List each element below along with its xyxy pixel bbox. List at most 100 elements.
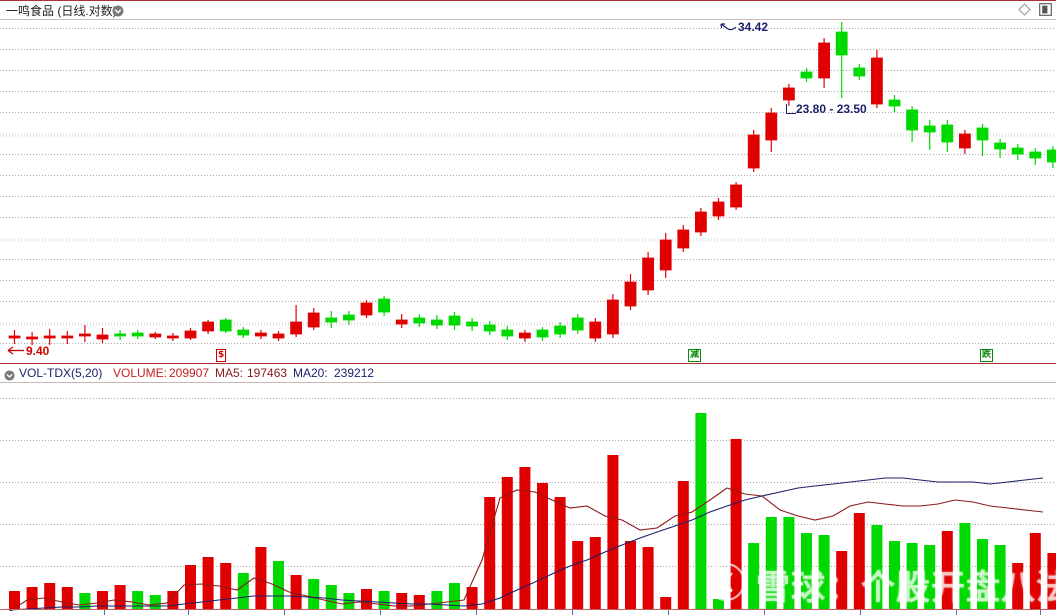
candlestick	[747, 130, 760, 172]
volume-bar	[924, 545, 936, 609]
circle-chevron-down-icon[interactable]	[112, 4, 124, 17]
volume-bar	[572, 541, 584, 609]
axis-tick	[104, 610, 105, 615]
candlestick	[888, 95, 901, 112]
gridline	[0, 175, 1056, 176]
panel-icon[interactable]	[1039, 3, 1052, 16]
candlestick	[254, 330, 267, 339]
candlestick	[536, 327, 549, 341]
volume-bar	[132, 591, 144, 609]
volume-bar	[589, 537, 601, 609]
axis-tick	[668, 610, 669, 615]
gridline	[0, 91, 1056, 92]
candlestick	[166, 333, 179, 341]
volume-value: 209907	[169, 366, 210, 380]
candlestick	[659, 233, 672, 278]
candlestick	[149, 332, 162, 339]
volume-bar	[853, 513, 865, 609]
volume-bar	[484, 497, 496, 609]
axis-tick	[764, 610, 765, 615]
candlestick	[1011, 144, 1024, 160]
volume-bar	[378, 591, 390, 609]
trade-marker[interactable]: 减	[688, 349, 702, 362]
candlestick	[959, 130, 971, 154]
candlestick	[272, 331, 285, 341]
axis-tick	[572, 610, 573, 615]
range-bracket-icon	[786, 104, 796, 114]
candlestick	[519, 330, 531, 342]
candlestick	[976, 124, 989, 156]
ma5-line	[9, 487, 1044, 611]
candlestick	[501, 326, 514, 340]
page-title: 一鸣食品 (日线.对数)	[6, 4, 117, 18]
gridline	[0, 398, 1056, 399]
candlestick	[607, 294, 619, 338]
candlestick	[941, 120, 954, 152]
candlestick	[430, 315, 443, 329]
volume-bar	[44, 583, 56, 609]
axis-tick	[476, 610, 477, 615]
candlestick	[219, 318, 232, 333]
volume-bar	[361, 589, 372, 609]
gridline	[0, 259, 1056, 260]
ma5-value: 197463	[247, 366, 288, 380]
candlestick	[1029, 148, 1042, 165]
candlestick	[378, 296, 391, 316]
pane-separator	[0, 363, 1056, 364]
candlestick	[395, 314, 408, 328]
volume-bar	[906, 543, 918, 609]
volume-bar	[889, 541, 900, 609]
volume-bar	[202, 557, 214, 609]
volume-bar	[149, 595, 161, 609]
trade-marker[interactable]: 跌	[980, 349, 994, 362]
volume-bar	[501, 477, 513, 609]
volume-bar	[554, 497, 566, 609]
candlestick	[466, 318, 479, 331]
volume-bar	[1029, 533, 1041, 609]
volume-bar	[607, 455, 619, 609]
circle-chevron-down-icon[interactable]	[4, 368, 15, 381]
volume-bar	[431, 591, 443, 609]
candlestick	[765, 108, 778, 152]
price-chart-pane[interactable]	[0, 18, 1056, 363]
volume-bar	[625, 541, 636, 609]
gridline	[0, 322, 1056, 326]
gridline	[0, 301, 1056, 302]
diamond-icon[interactable]	[1018, 3, 1031, 16]
volume-bar	[413, 595, 425, 609]
volume-bar	[343, 593, 355, 609]
indicator-name[interactable]: VOL-TDX(5,20)	[19, 366, 103, 380]
candlestick	[624, 274, 637, 310]
gridline	[0, 154, 1056, 155]
volume-chart-pane[interactable]	[0, 383, 1056, 611]
candlestick	[237, 327, 250, 338]
titlebar-right-icons	[1018, 3, 1052, 16]
volume-bar	[783, 517, 795, 609]
volume-ma-lines	[8, 477, 1044, 611]
candlestick	[43, 329, 56, 345]
volume-bar	[308, 579, 320, 609]
candlestick	[589, 318, 602, 342]
volume-bar	[1012, 563, 1024, 609]
gridline	[0, 196, 1056, 197]
volume-bar	[185, 565, 196, 609]
volume-series	[9, 413, 1056, 609]
gridline	[0, 112, 1056, 113]
volume-bar	[255, 547, 267, 609]
volume-bar	[836, 551, 848, 609]
volume-bar	[730, 439, 742, 609]
candlestick	[554, 322, 566, 338]
volume-bar	[79, 593, 91, 609]
gridline	[0, 217, 1056, 218]
candlestick	[677, 225, 690, 252]
candlestick	[642, 252, 654, 295]
peak-price-annotation: 34.42	[720, 20, 768, 34]
candlestick	[695, 208, 707, 236]
trade-marker[interactable]: $	[216, 349, 227, 362]
volume-bar	[237, 573, 249, 609]
candlestick	[202, 320, 215, 334]
axis-tick	[188, 610, 189, 615]
candlestick-series	[8, 22, 1056, 345]
volume-bar	[642, 547, 654, 609]
